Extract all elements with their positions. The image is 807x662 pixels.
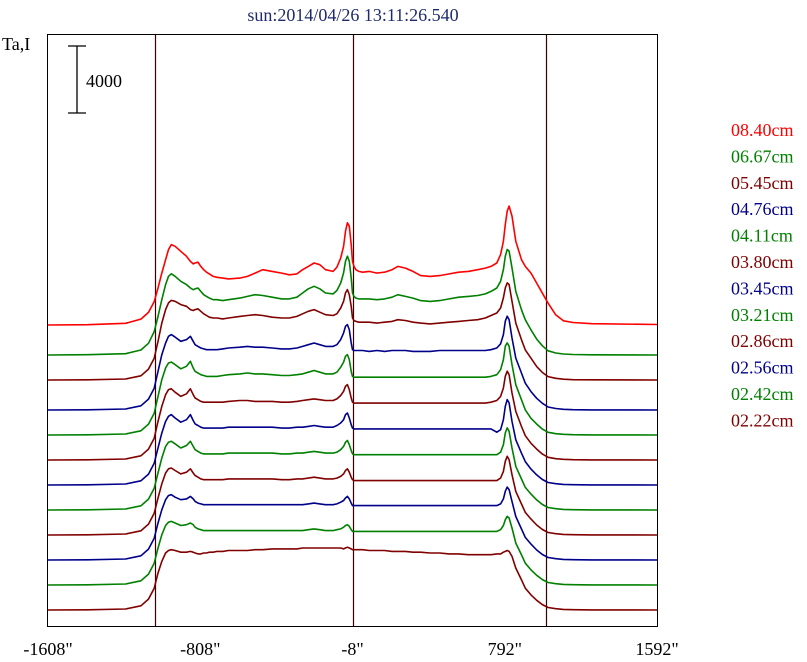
legend-entry: 05.45cm (731, 173, 794, 193)
legend-entry: 02.22cm (731, 410, 794, 430)
x-tick-label: 792" (488, 639, 522, 659)
legend-entry: 02.56cm (731, 358, 794, 378)
series-line-03.80cm (47, 370, 658, 461)
series-line-02.86cm (47, 455, 658, 536)
chart-title: sun:2014/04/26 13:11:26.540 (247, 5, 458, 25)
legend-entry: 02.42cm (731, 384, 794, 404)
scale-bar: 4000 (68, 45, 122, 114)
legend-entry: 02.86cm (731, 331, 794, 351)
series-line-02.22cm (47, 546, 658, 611)
x-tick-label: 1592" (635, 639, 678, 659)
legend-entry: 03.21cm (731, 305, 794, 325)
series-line-05.45cm (47, 282, 658, 381)
series-line-02.56cm (47, 486, 658, 561)
series-line-08.40cm (47, 205, 658, 326)
legend-entry: 03.45cm (731, 278, 794, 298)
legend: 08.40cm 06.67cm 05.45cm 04.76cm 04.11cm 03.80… (731, 120, 794, 430)
x-tick-label: -1608" (23, 639, 72, 659)
limb-markers (154, 35, 548, 626)
legend-entry: 08.40cm (731, 120, 794, 140)
legend-entry: 03.80cm (731, 252, 794, 272)
series-layer (47, 205, 658, 611)
x-tick-label: -8" (341, 639, 363, 659)
legend-entry: 04.11cm (731, 226, 793, 246)
scale-bar-label: 4000 (86, 71, 122, 91)
legend-entry: 06.67cm (731, 146, 794, 166)
legend-entry: 04.76cm (731, 199, 794, 219)
series-line-02.42cm (47, 515, 658, 586)
series-line-03.21cm (47, 427, 658, 511)
plot-frame (47, 34, 658, 627)
series-line-03.45cm (47, 398, 658, 486)
series-line-06.67cm (47, 248, 658, 356)
series-line-04.76cm (47, 315, 658, 411)
series-line-04.11cm (47, 342, 658, 436)
x-axis-ticks: -1608" -808" -8" 792" 1592" (23, 639, 678, 659)
x-tick-label: -808" (180, 639, 220, 659)
y-axis-label: Ta,I (2, 34, 30, 54)
